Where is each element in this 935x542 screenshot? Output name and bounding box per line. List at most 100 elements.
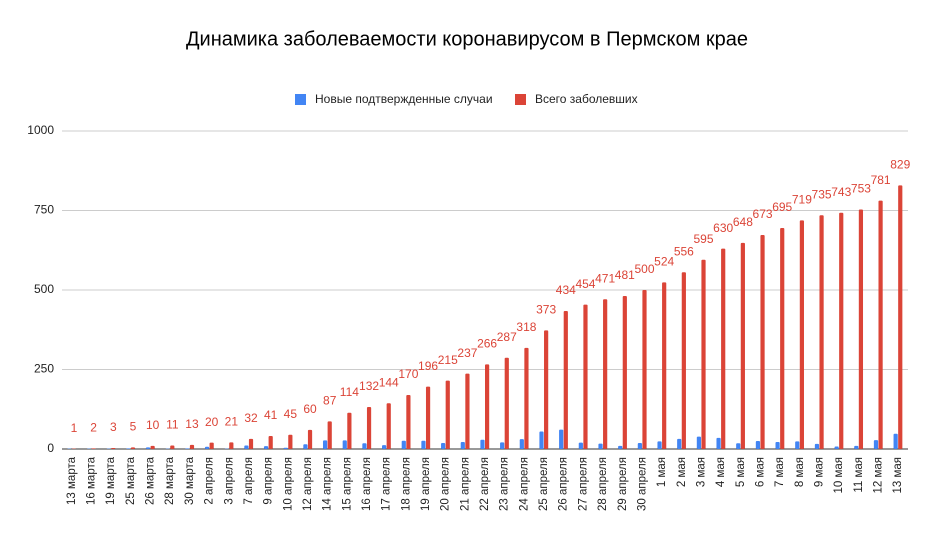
bar bbox=[465, 373, 470, 449]
bar bbox=[229, 442, 234, 449]
x-tick-label: 30 марта bbox=[184, 456, 196, 505]
data-label: 1 bbox=[71, 421, 78, 435]
data-label: 266 bbox=[477, 337, 497, 351]
x-tick-label: 3 мая bbox=[695, 457, 707, 487]
x-tick-label: 25 апреля bbox=[538, 457, 550, 511]
bar bbox=[288, 434, 293, 449]
bar bbox=[603, 299, 608, 449]
x-tick-label: 22 апреля bbox=[479, 457, 491, 511]
bar bbox=[145, 447, 151, 449]
x-tick-label: 14 апреля bbox=[322, 457, 334, 511]
bar bbox=[755, 441, 761, 449]
bar bbox=[303, 444, 308, 449]
legend-label: Всего заболевших bbox=[535, 92, 638, 106]
bar bbox=[583, 304, 588, 449]
data-label: 3 bbox=[110, 420, 117, 434]
bar bbox=[578, 442, 583, 449]
x-tick-label: 2 апреля bbox=[204, 457, 216, 505]
x-tick-label: 21 апреля bbox=[459, 457, 471, 511]
data-label: 556 bbox=[674, 244, 694, 258]
x-tick-label: 12 мая bbox=[873, 457, 885, 494]
bar bbox=[185, 448, 190, 449]
bar bbox=[637, 442, 642, 449]
x-tick-label: 15 апреля bbox=[341, 457, 353, 511]
x-tick-label: 17 апреля bbox=[381, 457, 393, 511]
data-label: 132 bbox=[359, 379, 379, 393]
bar bbox=[445, 380, 450, 449]
x-tick-label: 5 мая bbox=[735, 457, 747, 487]
bar bbox=[721, 248, 726, 449]
bar bbox=[500, 442, 505, 449]
x-tick-label: 18 апреля bbox=[400, 457, 412, 511]
data-label: 673 bbox=[753, 207, 773, 221]
bar bbox=[893, 433, 898, 449]
x-tick-label: 23 апреля bbox=[499, 457, 511, 511]
bar bbox=[559, 429, 564, 449]
bar bbox=[244, 445, 249, 449]
x-tick-label: 3 апреля bbox=[223, 457, 235, 505]
bar bbox=[342, 440, 347, 449]
bar bbox=[248, 438, 254, 449]
x-tick-label: 28 апреля bbox=[597, 457, 609, 511]
bar bbox=[657, 441, 662, 449]
x-tick-label: 28 марта bbox=[164, 456, 176, 505]
bar bbox=[539, 431, 544, 449]
bar bbox=[268, 435, 273, 449]
data-label: 2 bbox=[90, 421, 97, 435]
bar bbox=[283, 447, 288, 449]
bar bbox=[598, 443, 603, 449]
chart-title: Динамика заболеваемости коронавирусом в … bbox=[186, 28, 748, 50]
data-label: 524 bbox=[654, 255, 674, 269]
bar bbox=[839, 212, 844, 449]
data-label: 648 bbox=[733, 215, 753, 229]
x-tick-label: 26 марта bbox=[145, 456, 157, 505]
bar bbox=[799, 220, 804, 449]
legend-swatch bbox=[295, 94, 306, 105]
x-tick-label: 8 мая bbox=[794, 457, 806, 487]
y-tick-label: 1000 bbox=[27, 123, 54, 137]
x-tick-label: 30 апреля bbox=[636, 457, 648, 511]
bar bbox=[677, 438, 682, 449]
data-label: 237 bbox=[457, 346, 477, 360]
data-label: 287 bbox=[497, 330, 517, 344]
bar bbox=[760, 234, 765, 449]
bar bbox=[736, 443, 741, 449]
bar bbox=[263, 446, 269, 449]
data-label: 719 bbox=[792, 193, 812, 207]
bar bbox=[563, 310, 568, 449]
bar bbox=[386, 403, 391, 449]
x-tick-label: 24 апреля bbox=[518, 457, 530, 511]
data-label: 114 bbox=[340, 385, 359, 399]
bar bbox=[814, 443, 820, 449]
bar bbox=[485, 364, 490, 449]
bar bbox=[780, 227, 785, 449]
bar bbox=[618, 445, 623, 449]
bar bbox=[170, 445, 175, 449]
data-label: 170 bbox=[398, 367, 418, 381]
bar bbox=[701, 259, 706, 449]
y-tick-label: 500 bbox=[34, 282, 54, 296]
bar bbox=[425, 386, 431, 449]
bar bbox=[460, 442, 465, 449]
bar bbox=[366, 407, 372, 449]
legend-label: Новые подтвержденные случаи bbox=[315, 92, 493, 106]
bar bbox=[898, 185, 903, 450]
bar bbox=[421, 440, 426, 449]
x-tick-label: 13 марта bbox=[66, 456, 78, 505]
bar bbox=[642, 290, 647, 449]
y-tick-label: 0 bbox=[47, 441, 54, 455]
x-tick-label: 29 апреля bbox=[617, 457, 629, 511]
bar bbox=[480, 439, 485, 449]
data-label: 144 bbox=[379, 375, 399, 389]
bar bbox=[327, 421, 332, 449]
legend-swatch bbox=[515, 94, 526, 105]
data-label: 11 bbox=[166, 418, 179, 432]
data-label: 87 bbox=[323, 394, 337, 408]
bar bbox=[322, 440, 328, 449]
data-label: 196 bbox=[418, 359, 438, 373]
bar bbox=[544, 330, 549, 449]
bar bbox=[519, 439, 524, 449]
data-label: 735 bbox=[812, 187, 832, 201]
bar bbox=[150, 445, 155, 449]
